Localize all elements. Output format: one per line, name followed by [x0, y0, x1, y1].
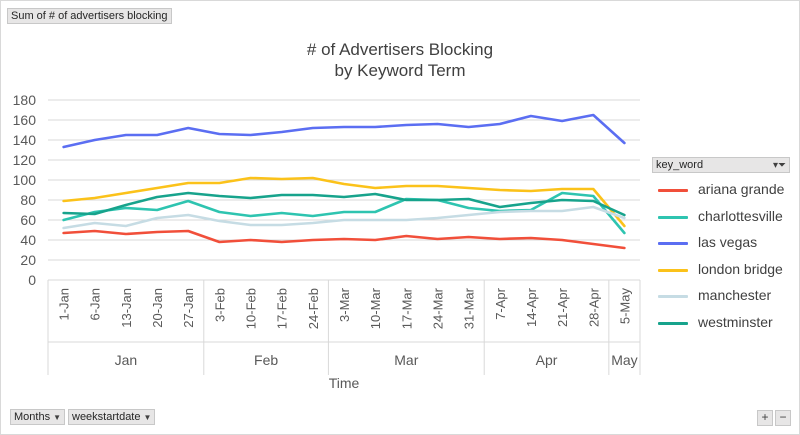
x-tick-label: 31-Mar [462, 287, 477, 329]
legend-swatch [658, 189, 688, 192]
legend-label: charlottesville [698, 207, 783, 224]
series-line-ariana-grande [62, 229, 626, 250]
x-tick-label: 5-May [617, 288, 632, 325]
legend-item-manchester: manchester [656, 286, 796, 306]
x-tick-label: 3-Mar [337, 287, 352, 322]
x-tick-label: 17-Mar [399, 287, 414, 329]
x-tick-label: 17-Feb [275, 288, 290, 329]
legend-label: westminster [698, 313, 773, 330]
legend-field-button[interactable]: key_word ▾⏷ [652, 157, 790, 173]
x-tick-label: 20-Jan [150, 288, 165, 328]
x-tick-label: 1-Jan [57, 288, 72, 321]
legend-swatch [658, 215, 688, 219]
collapse-button[interactable]: − [775, 410, 791, 426]
series-line-las-vegas [62, 113, 626, 149]
x-tick-label: 24-Feb [306, 288, 321, 329]
expand-button[interactable]: + [757, 410, 773, 426]
legend-swatch [658, 268, 688, 272]
chart-title-line: by Keyword Term [334, 61, 465, 80]
x-tick-label: 28-Apr [586, 287, 601, 327]
x-axis-title: Time [329, 375, 360, 391]
month-group-label: Apr [536, 352, 558, 368]
legend-label: las vegas [698, 234, 758, 250]
x-tick-label: 27-Jan [181, 288, 196, 328]
series-line-london-bridge [62, 176, 626, 228]
x-tick-label: 24-Mar [430, 287, 445, 329]
y-tick-label: 80 [20, 192, 36, 208]
x-tick-label: 14-Apr [524, 287, 539, 327]
legend-item-westminster: westminster [656, 313, 796, 333]
month-group-label: Feb [254, 352, 278, 368]
y-tick-label: 160 [13, 112, 37, 128]
x-tick-label: 13-Jan [119, 288, 134, 328]
y-tick-label: 0 [28, 272, 36, 288]
value-field-button[interactable]: Sum of # of advertisers blocking [7, 8, 172, 24]
legend-label: ariana grande [698, 181, 785, 197]
months-field-button[interactable]: Months ▼ [10, 409, 65, 425]
month-group-label: Jan [115, 352, 138, 368]
y-tick-label: 140 [13, 132, 37, 148]
y-tick-label: 180 [13, 92, 37, 108]
weekstartdate-field-label: weekstartdate [72, 411, 141, 423]
plus-icon: + [761, 410, 769, 424]
x-tick-label: 10-Feb [244, 288, 259, 329]
legend-item-charlottesville: charlottesville [656, 207, 796, 227]
filter-dropdown-icon[interactable]: ▾⏷ [772, 160, 786, 171]
weekstartdate-field-button[interactable]: weekstartdate ▼ [68, 409, 156, 425]
legend-swatch [658, 242, 688, 245]
month-group-label: Mar [394, 352, 418, 368]
y-tick-label: 120 [13, 152, 37, 168]
x-tick-label: 6-Jan [88, 288, 103, 321]
chart-title-line: # of Advertisers Blocking [307, 40, 493, 59]
legend-field-label: key_word [656, 159, 704, 171]
y-tick-label: 100 [13, 172, 37, 188]
legend-item-las-vegas: las vegas [656, 233, 796, 253]
series-line-westminster [62, 191, 626, 217]
y-tick-label: 20 [20, 252, 36, 268]
legend-item-london-bridge: london bridge [656, 260, 796, 280]
legend-swatch [658, 295, 688, 298]
chevron-down-icon: ▼ [53, 413, 61, 422]
y-tick-label: 40 [20, 232, 36, 248]
value-field-label: Sum of # of advertisers blocking [11, 10, 168, 22]
chevron-down-icon: ▼ [143, 413, 152, 422]
x-tick-label: 10-Mar [368, 287, 383, 329]
legend-label: london bridge [698, 260, 783, 277]
x-tick-label: 7-Apr [493, 287, 508, 319]
minus-icon: − [779, 410, 787, 424]
legend-swatch [658, 321, 688, 325]
legend-item-ariana-grande: ariana grande [656, 180, 796, 200]
legend-label: manchester [698, 287, 772, 303]
x-tick-label: 3-Feb [212, 288, 227, 322]
x-tick-label: 21-Apr [555, 287, 570, 327]
months-field-label: Months [14, 411, 51, 423]
y-tick-label: 60 [20, 212, 36, 228]
series-line-manchester [62, 205, 626, 230]
month-group-label: May [611, 352, 637, 368]
